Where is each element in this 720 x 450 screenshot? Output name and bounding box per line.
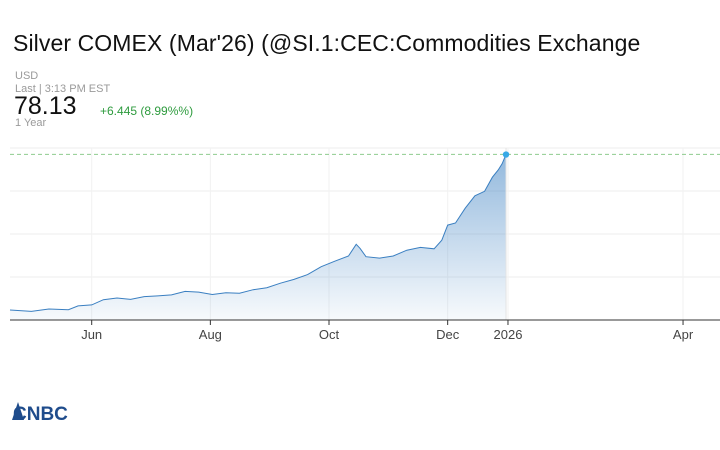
- price-chart[interactable]: Jun Aug Oct Dec 2026 Apr: [0, 140, 720, 350]
- time-range-label[interactable]: 1 Year: [15, 117, 47, 129]
- x-tick-label: Dec: [436, 327, 460, 342]
- page-title: Silver COMEX (Mar'26) (@SI.1:CEC:Commodi…: [13, 30, 641, 56]
- cnbc-logo-text: CNBC: [13, 404, 68, 424]
- x-tick-label: Oct: [319, 327, 340, 342]
- price-area-fill: [10, 154, 506, 320]
- x-tick-label: Apr: [673, 327, 694, 342]
- currency-label: USD: [15, 70, 39, 82]
- last-price-dot: [502, 151, 510, 158]
- x-tick-label: Aug: [199, 327, 222, 342]
- last-updated: Last | 3:13 PM EST: [15, 83, 111, 95]
- last-price: 78.13: [14, 92, 77, 120]
- x-tick-label: Jun: [81, 327, 102, 342]
- cnbc-logo: CNBC: [12, 402, 68, 424]
- price-line: [9, 154, 507, 312]
- x-axis: Jun Aug Oct Dec 2026 Apr: [10, 319, 720, 342]
- x-tick-label: 2026: [494, 327, 523, 342]
- price-change: +6.445 (8.99%%): [100, 104, 194, 118]
